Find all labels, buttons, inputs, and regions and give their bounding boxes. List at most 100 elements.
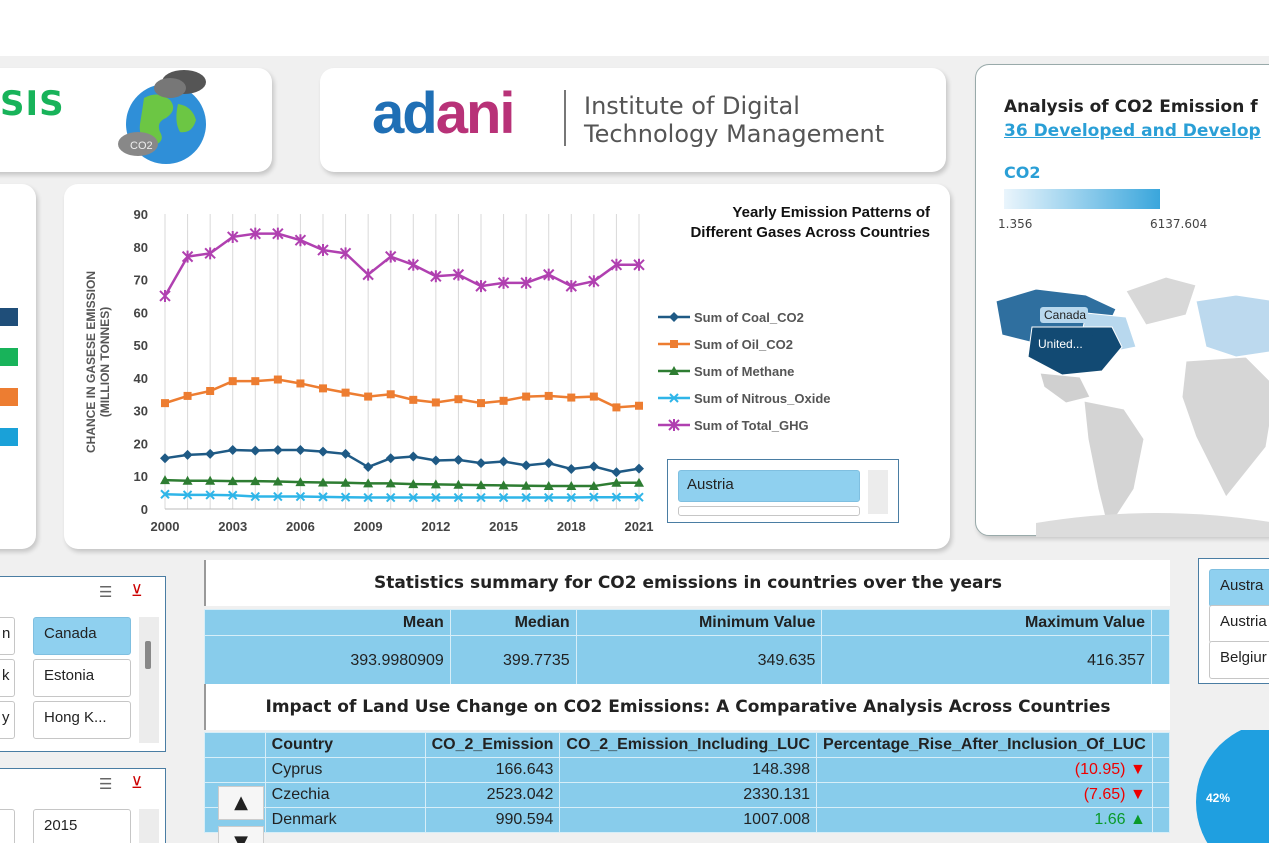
logo-card: adani Institute of Digital Technology Ma… [320,68,946,172]
data-point [566,492,576,503]
luc-spacer [1151,807,1171,833]
data-point [182,475,193,485]
multi-select-icon[interactable]: ☰ [99,775,113,793]
map-africa[interactable] [1181,356,1269,498]
data-point [520,276,532,289]
slicer-item-selected[interactable]: Austria [678,470,860,502]
data-point [318,477,328,487]
legend-label: Sum of Coal_CO2 [694,310,804,325]
data-point [589,492,599,502]
stats-table: Mean Median Minimum Value Maximum Value … [204,609,1171,686]
data-point [566,464,577,475]
y-tick-label: 10 [134,469,148,484]
data-point [475,280,487,293]
luc-header-row: Country CO_2_Emission CO_2_Emission_Incl… [204,732,1171,758]
map-title: Analysis of CO2 Emission f [1004,97,1258,117]
map-legend-title: CO2 [1004,163,1041,182]
data-point [227,230,239,243]
legend-label: Sum of Nitrous_Oxide [694,391,831,406]
data-point [588,461,599,472]
scroll-thumb[interactable] [145,641,151,669]
data-point [498,480,509,490]
slicer-item[interactable]: k [0,659,15,697]
data-point [340,477,351,487]
slicer-item[interactable]: n [0,617,15,655]
data-point [476,480,486,490]
title-card: SIS CO2 [0,68,272,172]
legend-swatch [0,428,18,446]
slicer-item[interactable] [678,506,860,516]
y-tick-label: 40 [134,371,148,386]
map-europe[interactable] [1195,294,1269,358]
data-point [204,247,216,260]
data-point [294,234,307,247]
legend-label: Sum of Oil_CO2 [694,337,793,352]
data-point [249,227,261,240]
stats-value: 349.635 [575,635,823,686]
scroll-up-button[interactable]: ▲ [218,786,264,820]
map-mexico[interactable] [1039,372,1091,404]
slicer-item-hong-kong[interactable]: Hong K... [33,701,131,739]
data-point [521,492,531,503]
stats-header: Minimum Value [575,609,823,636]
data-point [498,492,509,503]
map-greenland[interactable] [1125,276,1197,326]
table-row: Cyprus 166.643 148.398 (10.95) ▼ [204,757,1171,783]
x-tick-label: 2015 [489,519,518,534]
stats-header: Maximum Value [821,609,1152,636]
data-point [228,490,238,500]
stats-value: 399.7735 [449,635,577,686]
clear-filter-icon[interactable]: ⊻ [131,773,143,792]
data-point [339,247,352,260]
world-map[interactable]: Canada United... [976,261,1269,537]
data-point [669,312,679,322]
map-subtitle[interactable]: 36 Developed and Develop [1004,121,1261,141]
data-point [565,280,577,293]
legend-label: Sum of Total_GHG [694,418,809,433]
logo-word-left: ad [372,81,438,146]
x-tick-label: 2006 [286,519,315,534]
map-south-america[interactable] [1083,400,1145,531]
legend-swatch [0,348,18,366]
slicer-item[interactable]: Belgiur [1209,641,1269,679]
data-point [341,388,350,397]
legend-label: Sum of Methane [694,364,794,379]
data-point [544,492,554,503]
slicer-item[interactable]: Austria [1209,605,1269,643]
adani-logo: adani [372,80,516,147]
series-line [164,448,640,474]
slicer-scrollbar[interactable] [139,809,159,843]
pie-slice-label: 42% [1206,791,1230,805]
series-line [164,478,639,488]
slicer-item-2015[interactable]: 2015 [33,809,131,843]
series-line [164,493,639,499]
down-arrow-icon: ▼ [1129,761,1146,778]
data-point [497,276,510,289]
slicer-scrollbar[interactable] [139,617,159,743]
map-legend-max: 6137.604 [1150,217,1208,231]
left-panel [0,184,36,549]
series-line [163,232,639,297]
slicer-item-estonia[interactable]: Estonia [33,659,131,697]
data-point [567,393,576,402]
slicer-item-canada[interactable]: Canada [33,617,131,655]
slicer-item[interactable]: y [0,701,15,739]
slicer-item-selected[interactable]: Austra [1209,569,1269,607]
data-point [543,481,554,491]
clear-filter-icon[interactable]: ⊻ [131,581,143,600]
multi-select-icon[interactable]: ☰ [99,583,113,601]
logo-divider [564,90,566,146]
right-country-slicer: Austra Austria Belgiur [1198,558,1269,684]
scroll-down-button[interactable]: ▼ [218,826,264,843]
data-point [296,379,305,388]
data-point [543,458,554,469]
up-arrow-icon: ▲ [1129,811,1146,828]
slicer-item[interactable] [0,809,15,843]
logo-word-right: ani [435,81,516,146]
slicer-scrollbar[interactable] [868,470,888,514]
data-point [295,491,306,502]
x-tick-label: 2021 [625,519,654,534]
data-point [431,398,440,407]
luc-pct-cell: 1.66 ▲ [816,807,1153,833]
data-point [669,366,679,375]
